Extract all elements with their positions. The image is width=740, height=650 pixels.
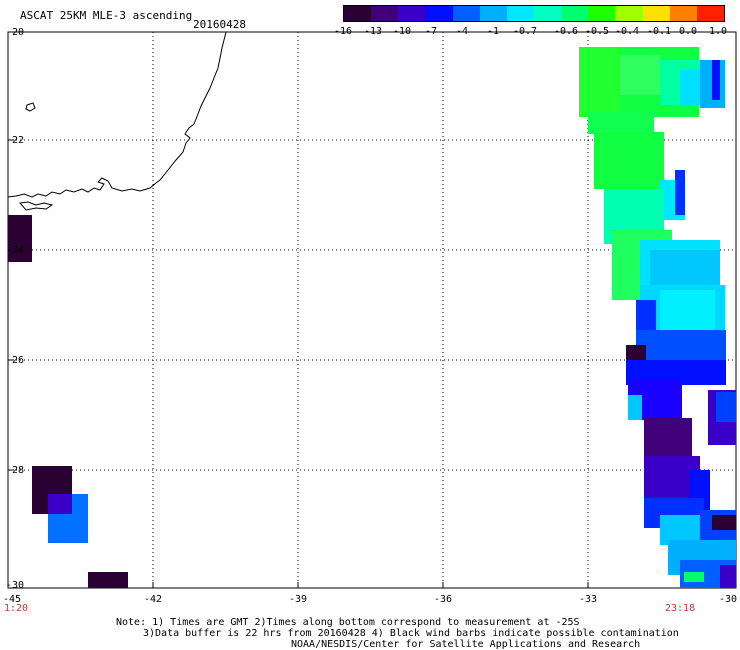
longitude-label: -45 (2, 594, 22, 605)
colorbar-swatch (642, 6, 670, 21)
latitude-label: -22 (6, 135, 25, 146)
colorbar-swatch (615, 6, 643, 21)
note-line-1: Note: 1) Times are GMT 2)Times along bot… (116, 617, 580, 628)
latitude-label: -20 (6, 27, 25, 38)
end-time: 23:18 (665, 603, 696, 614)
wind-data-cells (8, 47, 736, 588)
latitude-label: -26 (6, 355, 25, 366)
longitude-label: -42 (143, 594, 163, 605)
note-line-2: 3)Data buffer is 22 hrs from 20160428 4)… (143, 628, 679, 639)
longitude-label: -39 (288, 594, 308, 605)
latitude-label: -24 (6, 245, 25, 256)
plot-frame (7, 31, 737, 589)
colorbar-swatch (561, 6, 589, 21)
colorbar-swatch (479, 6, 507, 21)
colorbar (343, 5, 725, 22)
longitude-label: -33 (578, 594, 598, 605)
chart-date: 20160428 (193, 18, 246, 31)
colorbar-swatch (669, 6, 697, 21)
colorbar-swatch (398, 6, 426, 21)
island (25, 102, 36, 112)
coastline-detail (19, 201, 54, 211)
longitude-label: -30 (718, 594, 738, 605)
colorbar-swatch (452, 6, 480, 21)
note-line-3: NOAA/NESDIS/Center for Satellite Applica… (291, 639, 641, 650)
chart-title: ASCAT 25KM MLE-3 ascending (20, 9, 193, 22)
colorbar-swatch (696, 6, 724, 21)
latitude-label: -28 (6, 465, 25, 476)
colorbar-swatch (344, 6, 372, 21)
colorbar-swatch (371, 6, 399, 21)
colorbar-swatch (425, 6, 453, 21)
latitude-label: -30 (6, 580, 25, 591)
start-time: 1:20 (4, 603, 29, 614)
colorbar-swatch (506, 6, 534, 21)
coastline (7, 31, 227, 198)
colorbar-swatch (588, 6, 616, 21)
colorbar-swatch (533, 6, 562, 21)
longitude-label: -36 (433, 594, 453, 605)
